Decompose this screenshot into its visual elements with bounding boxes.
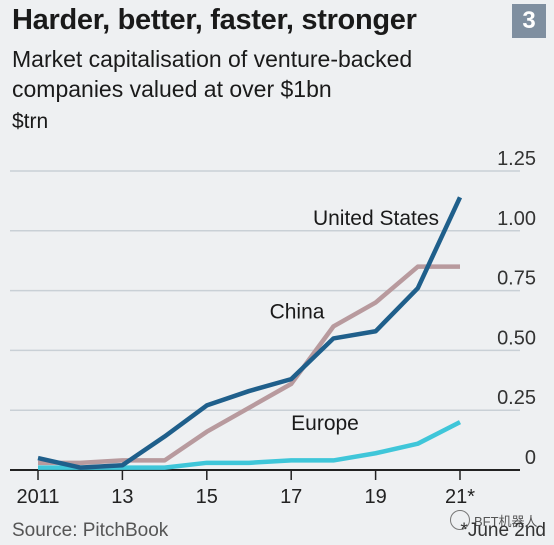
y-tick-label: 0: [525, 447, 536, 469]
series-label-united-states: United States: [313, 207, 439, 230]
date-footnote: *June 2nd: [460, 520, 546, 541]
y-tick-label: 1.00: [497, 208, 536, 230]
y-tick-label: 1.25: [497, 150, 536, 170]
line-chart: 0 0.25 0.50 0.75 1.00 1.25 2011 13 15 17 19 21* Unit…: [10, 150, 536, 508]
x-tick-label: 13: [111, 486, 133, 508]
chart-subtitle: Market capitalisation of venture-backed …: [12, 46, 413, 102]
x-tick-label: 17: [280, 486, 302, 508]
x-tick-label: 19: [364, 486, 386, 508]
watermark: BFT机器人: [450, 510, 538, 530]
x-tick-label: 15: [196, 486, 218, 508]
x-tick-label: 2011: [16, 486, 59, 508]
y-tick-label: 0.50: [497, 327, 536, 349]
y-axis-unit: $trn: [12, 110, 49, 133]
chart-title: Harder, better, faster, stronger: [12, 4, 417, 36]
chart-number-badge: 3: [512, 4, 546, 38]
series-line-united-states: [37, 196, 463, 470]
y-tick-label: 0.25: [497, 387, 536, 409]
y-tick-label: 0.75: [497, 268, 536, 290]
series-label-china: China: [270, 300, 325, 323]
source-note: Source: PitchBook: [12, 520, 169, 541]
series-line-china: [38, 264, 460, 466]
x-tick-label: 21*: [445, 486, 475, 508]
wechat-icon: [450, 510, 470, 530]
series-label-europe: Europe: [291, 412, 359, 435]
watermark-text: BFT机器人: [474, 513, 538, 529]
